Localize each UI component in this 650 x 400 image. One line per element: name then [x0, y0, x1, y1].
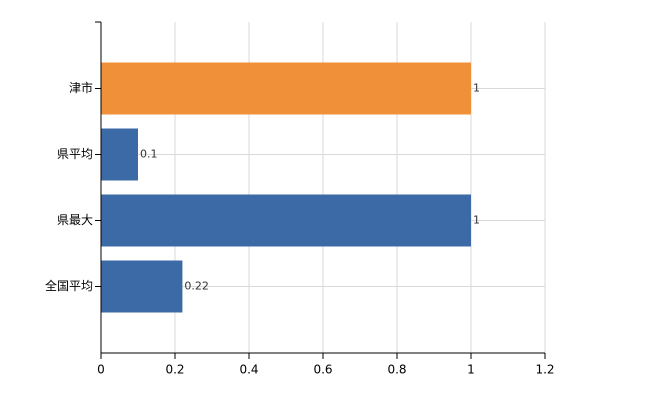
x-tick-label: 1.2: [535, 363, 554, 377]
value-label: 0.22: [184, 280, 209, 293]
x-tick-label: 0: [97, 363, 105, 377]
value-label: 1: [473, 214, 480, 227]
bar: [101, 62, 471, 115]
bar: [101, 260, 183, 313]
x-tick-label: 0.2: [165, 363, 184, 377]
bar: [101, 128, 138, 181]
y-tick-label: 県最大: [57, 213, 93, 227]
y-tick-label: 津市: [69, 80, 93, 95]
y-tick-label: 県平均: [57, 147, 93, 161]
value-label: 1: [473, 82, 480, 95]
bar: [101, 194, 471, 247]
value-label: 0.1: [140, 148, 158, 161]
x-tick-label: 1: [467, 363, 475, 377]
x-tick-label: 0.8: [387, 363, 406, 377]
x-tick-label: 0.6: [313, 363, 332, 377]
y-tick-label: 全国平均: [45, 278, 93, 293]
x-tick-label: 0.4: [239, 363, 258, 377]
